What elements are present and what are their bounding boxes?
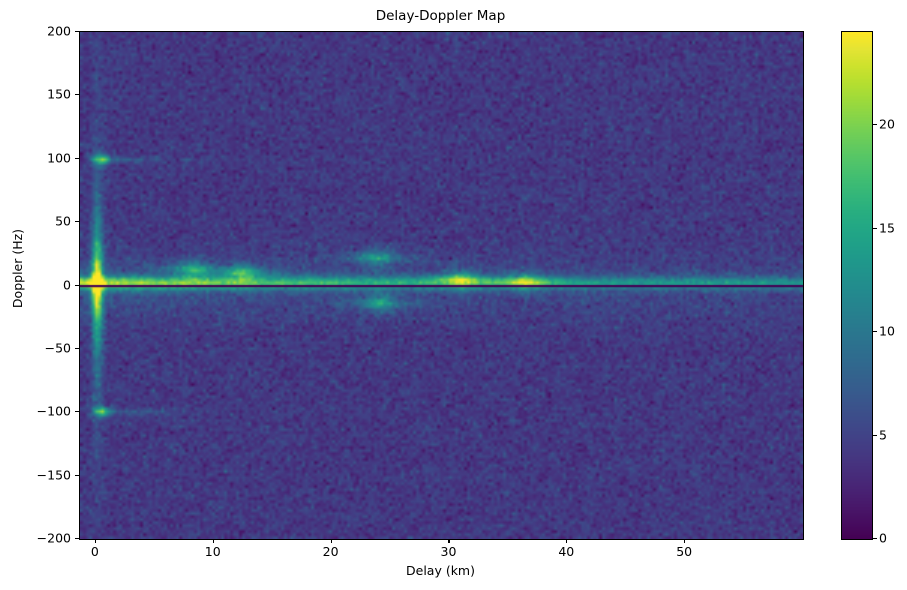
- y-tick-label: 50: [55, 213, 71, 229]
- x-tick-mark: [448, 539, 450, 543]
- y-tick-label: −150: [36, 467, 71, 483]
- heatmap-axes[interactable]: [79, 31, 804, 540]
- colorbar-tick-label: 10: [879, 323, 895, 339]
- y-tick-mark: [75, 157, 79, 159]
- x-tick-mark: [330, 539, 332, 543]
- colorbar-tick-label: 0: [879, 530, 887, 546]
- y-tick-label: 100: [47, 150, 71, 166]
- x-tick-mark: [94, 539, 96, 543]
- x-tick-mark: [212, 539, 214, 543]
- x-tick-label: 20: [322, 544, 339, 559]
- y-tick-mark: [75, 284, 79, 286]
- colorbar-gradient: [842, 32, 872, 539]
- colorbar-tick-mark: [873, 538, 877, 540]
- page-title: Delay-Doppler Map: [375, 8, 506, 24]
- y-tick-mark: [75, 347, 79, 349]
- x-tick-label: 50: [676, 544, 693, 559]
- colorbar-tick-label: 15: [879, 220, 895, 236]
- y-tick-label: −200: [36, 530, 71, 546]
- x-tick-label: 40: [558, 544, 575, 559]
- y-tick-label: 200: [47, 23, 71, 39]
- y-tick-label: −50: [44, 340, 71, 356]
- colorbar-tick-mark: [873, 124, 877, 126]
- colorbar-tick-label: 20: [879, 116, 895, 132]
- colorbar[interactable]: [841, 31, 873, 540]
- x-tick-mark: [566, 539, 568, 543]
- colorbar-tick-mark: [873, 227, 877, 229]
- y-tick-mark: [75, 538, 79, 540]
- x-tick-label: 0: [90, 544, 99, 559]
- y-tick-label: 0: [63, 277, 71, 292]
- colorbar-tick-label: 5: [879, 427, 887, 443]
- delay-doppler-heatmap[interactable]: [80, 32, 803, 539]
- y-tick-mark: [75, 94, 79, 96]
- x-axis-label: Delay (km): [406, 563, 475, 578]
- colorbar-tick-mark: [873, 331, 877, 333]
- y-tick-label: −100: [36, 403, 71, 419]
- y-tick-mark: [75, 31, 79, 33]
- y-axis-label: Doppler (Hz): [10, 228, 25, 309]
- x-tick-label: 10: [204, 544, 221, 559]
- y-tick-mark: [75, 221, 79, 223]
- x-tick-mark: [684, 539, 686, 543]
- y-tick-mark: [75, 411, 79, 413]
- y-tick-mark: [75, 474, 79, 476]
- y-tick-label: 150: [47, 86, 71, 102]
- colorbar-tick-mark: [873, 434, 877, 436]
- x-tick-label: 30: [440, 544, 457, 559]
